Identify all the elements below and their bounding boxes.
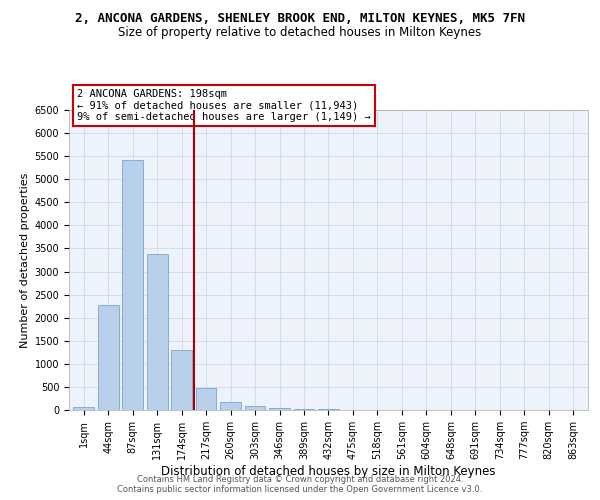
Y-axis label: Number of detached properties: Number of detached properties — [20, 172, 31, 348]
Bar — [73, 407, 94, 410]
Bar — [269, 408, 290, 410]
Text: Contains HM Land Registry data © Crown copyright and database right 2024.
Contai: Contains HM Land Registry data © Crown c… — [118, 474, 482, 494]
Bar — [98, 305, 119, 410]
Bar — [147, 254, 167, 410]
Bar — [171, 350, 192, 410]
Bar — [293, 409, 314, 410]
Bar — [122, 160, 143, 410]
Bar — [220, 402, 241, 410]
Bar — [196, 388, 217, 410]
Text: Size of property relative to detached houses in Milton Keynes: Size of property relative to detached ho… — [118, 26, 482, 39]
Text: 2 ANCONA GARDENS: 198sqm
← 91% of detached houses are smaller (11,943)
9% of sem: 2 ANCONA GARDENS: 198sqm ← 91% of detach… — [77, 89, 371, 122]
X-axis label: Distribution of detached houses by size in Milton Keynes: Distribution of detached houses by size … — [161, 465, 496, 478]
Bar — [245, 406, 265, 410]
Text: 2, ANCONA GARDENS, SHENLEY BROOK END, MILTON KEYNES, MK5 7FN: 2, ANCONA GARDENS, SHENLEY BROOK END, MI… — [75, 12, 525, 26]
